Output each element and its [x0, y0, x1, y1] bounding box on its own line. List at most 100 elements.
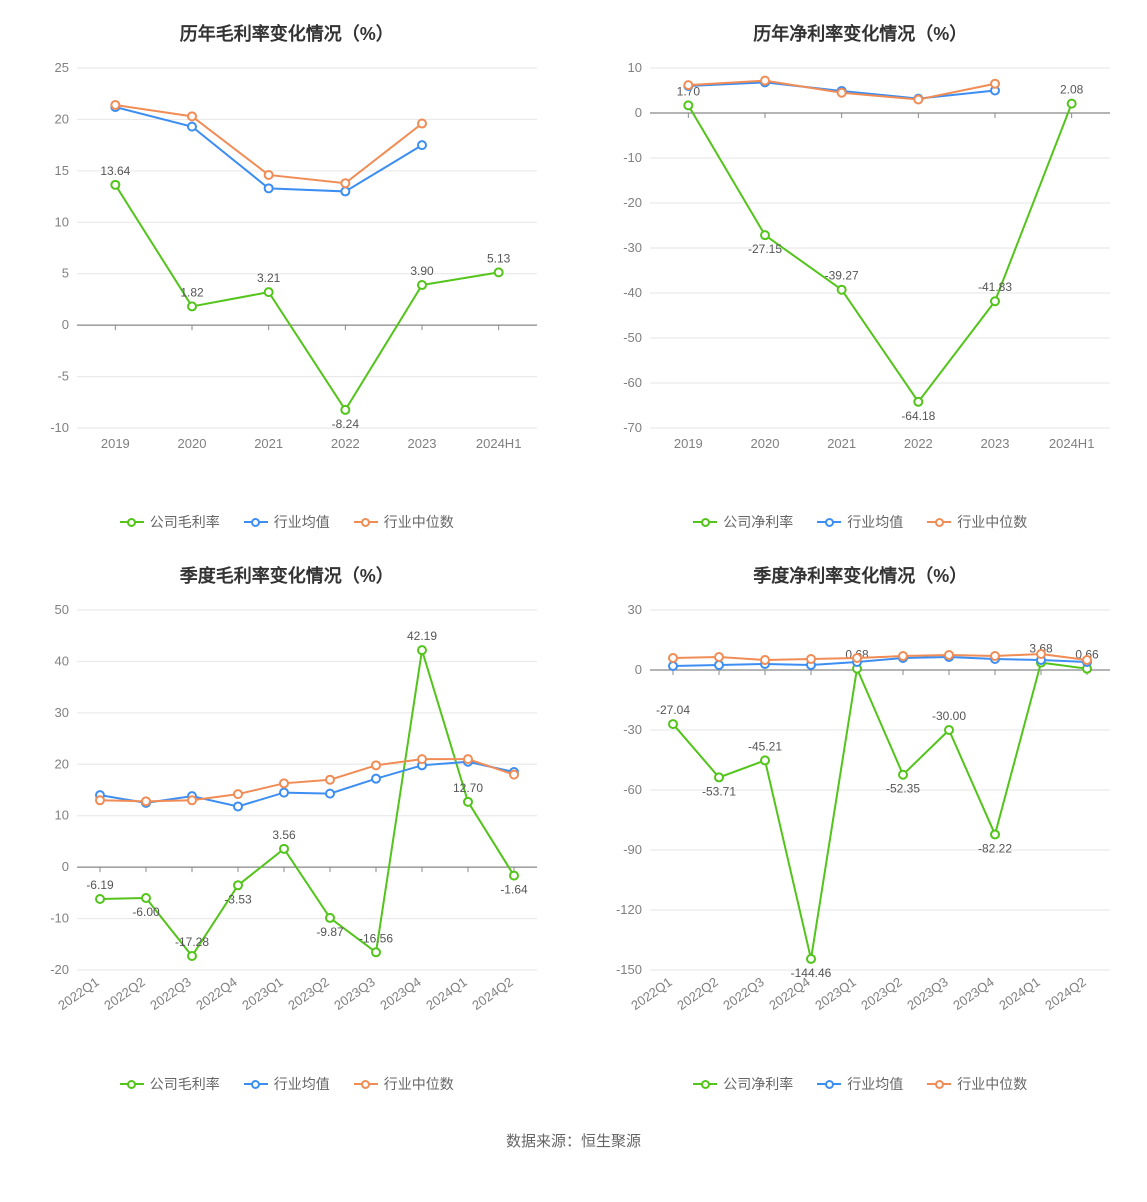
svg-text:0: 0	[635, 105, 642, 120]
svg-text:-27.04: -27.04	[656, 703, 690, 717]
svg-text:-30.00: -30.00	[932, 709, 966, 723]
legend-item-median: 行业中位数	[354, 1074, 454, 1094]
legend-item-company: 公司净利率	[693, 1074, 793, 1094]
legend-label: 公司毛利率	[150, 512, 220, 532]
svg-text:-120: -120	[616, 902, 642, 917]
legend-label: 行业均值	[274, 512, 330, 532]
svg-text:-150: -150	[616, 962, 642, 977]
svg-text:-5: -5	[57, 369, 69, 384]
chart4-legend: 公司净利率 行业均值 行业中位数	[693, 1074, 1027, 1094]
svg-text:2019: 2019	[674, 436, 703, 451]
svg-text:2024H1: 2024H1	[1049, 436, 1095, 451]
charts-grid: 历年毛利率变化情况（%） -10-50510152025201920202021…	[10, 20, 1137, 1094]
svg-text:-53.71: -53.71	[702, 784, 736, 798]
svg-text:5: 5	[62, 266, 69, 281]
chart4-svg: -150-120-90-60-300302022Q12022Q22022Q320…	[590, 600, 1130, 1050]
svg-text:-82.22: -82.22	[978, 841, 1012, 855]
legend-item-avg: 行业均值	[817, 512, 903, 532]
chart-title: 历年毛利率变化情况（%）	[180, 20, 394, 46]
svg-text:-3.53: -3.53	[224, 892, 252, 906]
svg-text:2023Q4: 2023Q4	[950, 974, 997, 1013]
chart-title: 季度净利率变化情况（%）	[753, 562, 967, 588]
svg-text:2023Q1: 2023Q1	[239, 974, 286, 1013]
annual-gross-margin-chart: 历年毛利率变化情况（%） -10-50510152025201920202021…	[10, 20, 564, 532]
svg-text:2024Q1: 2024Q1	[423, 974, 470, 1013]
svg-text:10: 10	[54, 214, 68, 229]
svg-text:-45.21: -45.21	[748, 739, 782, 753]
svg-text:20: 20	[54, 111, 68, 126]
svg-text:2.08: 2.08	[1060, 83, 1084, 97]
legend-item-median: 行业中位数	[927, 1074, 1027, 1094]
legend-item-company: 公司毛利率	[120, 512, 220, 532]
legend-item-avg: 行业均值	[817, 1074, 903, 1094]
legend-label: 行业中位数	[957, 1074, 1027, 1094]
svg-text:2022Q3: 2022Q3	[147, 974, 194, 1013]
svg-text:42.19: 42.19	[407, 629, 437, 643]
svg-text:-8.24: -8.24	[331, 417, 359, 431]
quarterly-net-margin-chart: 季度净利率变化情况（%） -150-120-90-60-300302022Q12…	[584, 562, 1138, 1094]
svg-text:2022Q4: 2022Q4	[766, 974, 813, 1013]
svg-text:-70: -70	[623, 420, 642, 435]
svg-text:2023: 2023	[981, 436, 1010, 451]
legend-label: 行业均值	[847, 512, 903, 532]
svg-text:3.56: 3.56	[272, 828, 296, 842]
svg-text:3.21: 3.21	[257, 271, 281, 285]
svg-text:2024Q1: 2024Q1	[996, 974, 1043, 1013]
svg-text:2024H1: 2024H1	[476, 436, 522, 451]
svg-text:2024Q2: 2024Q2	[469, 974, 516, 1013]
svg-text:2020: 2020	[751, 436, 780, 451]
svg-text:2022Q1: 2022Q1	[628, 974, 675, 1013]
legend-item-avg: 行业均值	[244, 512, 330, 532]
svg-text:2023: 2023	[407, 436, 436, 451]
svg-text:-30: -30	[623, 240, 642, 255]
chart2-svg: -70-60-50-40-30-20-100102019202020212022…	[590, 58, 1130, 488]
legend-label: 行业均值	[274, 1074, 330, 1094]
svg-text:13.64: 13.64	[100, 164, 130, 178]
svg-text:12.70: 12.70	[453, 781, 483, 795]
svg-text:1.82: 1.82	[180, 285, 204, 299]
svg-text:3.90: 3.90	[410, 264, 434, 278]
svg-text:-144.46: -144.46	[791, 966, 832, 980]
svg-text:-6.00: -6.00	[132, 905, 160, 919]
svg-text:2023Q2: 2023Q2	[285, 974, 332, 1013]
legend-item-median: 行业中位数	[927, 512, 1027, 532]
svg-text:10: 10	[628, 60, 642, 75]
svg-text:-10: -10	[50, 911, 69, 926]
svg-text:-1.64: -1.64	[500, 883, 528, 897]
chart-title: 季度毛利率变化情况（%）	[180, 562, 394, 588]
legend-label: 行业中位数	[384, 512, 454, 532]
svg-text:25: 25	[54, 60, 68, 75]
svg-text:-9.87: -9.87	[316, 925, 344, 939]
svg-text:30: 30	[628, 602, 642, 617]
legend-item-company: 公司毛利率	[120, 1074, 220, 1094]
data-source-footer: 数据来源：恒生聚源	[10, 1130, 1137, 1151]
svg-text:2021: 2021	[827, 436, 856, 451]
svg-text:-64.18: -64.18	[902, 409, 936, 423]
svg-text:2023Q2: 2023Q2	[858, 974, 905, 1013]
svg-text:-50: -50	[623, 330, 642, 345]
svg-text:-60: -60	[623, 782, 642, 797]
svg-text:2022Q1: 2022Q1	[55, 974, 102, 1013]
svg-text:10: 10	[54, 808, 68, 823]
svg-text:50: 50	[54, 602, 68, 617]
svg-text:2020: 2020	[177, 436, 206, 451]
legend-item-company: 公司净利率	[693, 512, 793, 532]
svg-text:2022Q2: 2022Q2	[101, 974, 148, 1013]
svg-text:-30: -30	[623, 722, 642, 737]
legend-label: 行业均值	[847, 1074, 903, 1094]
annual-net-margin-chart: 历年净利率变化情况（%） -70-60-50-40-30-20-10010201…	[584, 20, 1138, 532]
svg-text:2022: 2022	[331, 436, 360, 451]
svg-text:-40: -40	[623, 285, 642, 300]
svg-text:2023Q3: 2023Q3	[904, 974, 951, 1013]
svg-text:2023Q3: 2023Q3	[331, 974, 378, 1013]
svg-text:-20: -20	[50, 962, 69, 977]
quarterly-gross-margin-chart: 季度毛利率变化情况（%） -20-10010203040502022Q12022…	[10, 562, 564, 1094]
svg-text:-41.83: -41.83	[978, 280, 1012, 294]
svg-text:2022Q4: 2022Q4	[193, 974, 240, 1013]
svg-text:2023Q1: 2023Q1	[812, 974, 859, 1013]
svg-text:2022: 2022	[904, 436, 933, 451]
svg-text:2019: 2019	[101, 436, 130, 451]
legend-label: 公司净利率	[723, 1074, 793, 1094]
svg-text:-52.35: -52.35	[886, 782, 920, 796]
chart1-svg: -10-50510152025201920202021202220232024H…	[17, 58, 557, 488]
